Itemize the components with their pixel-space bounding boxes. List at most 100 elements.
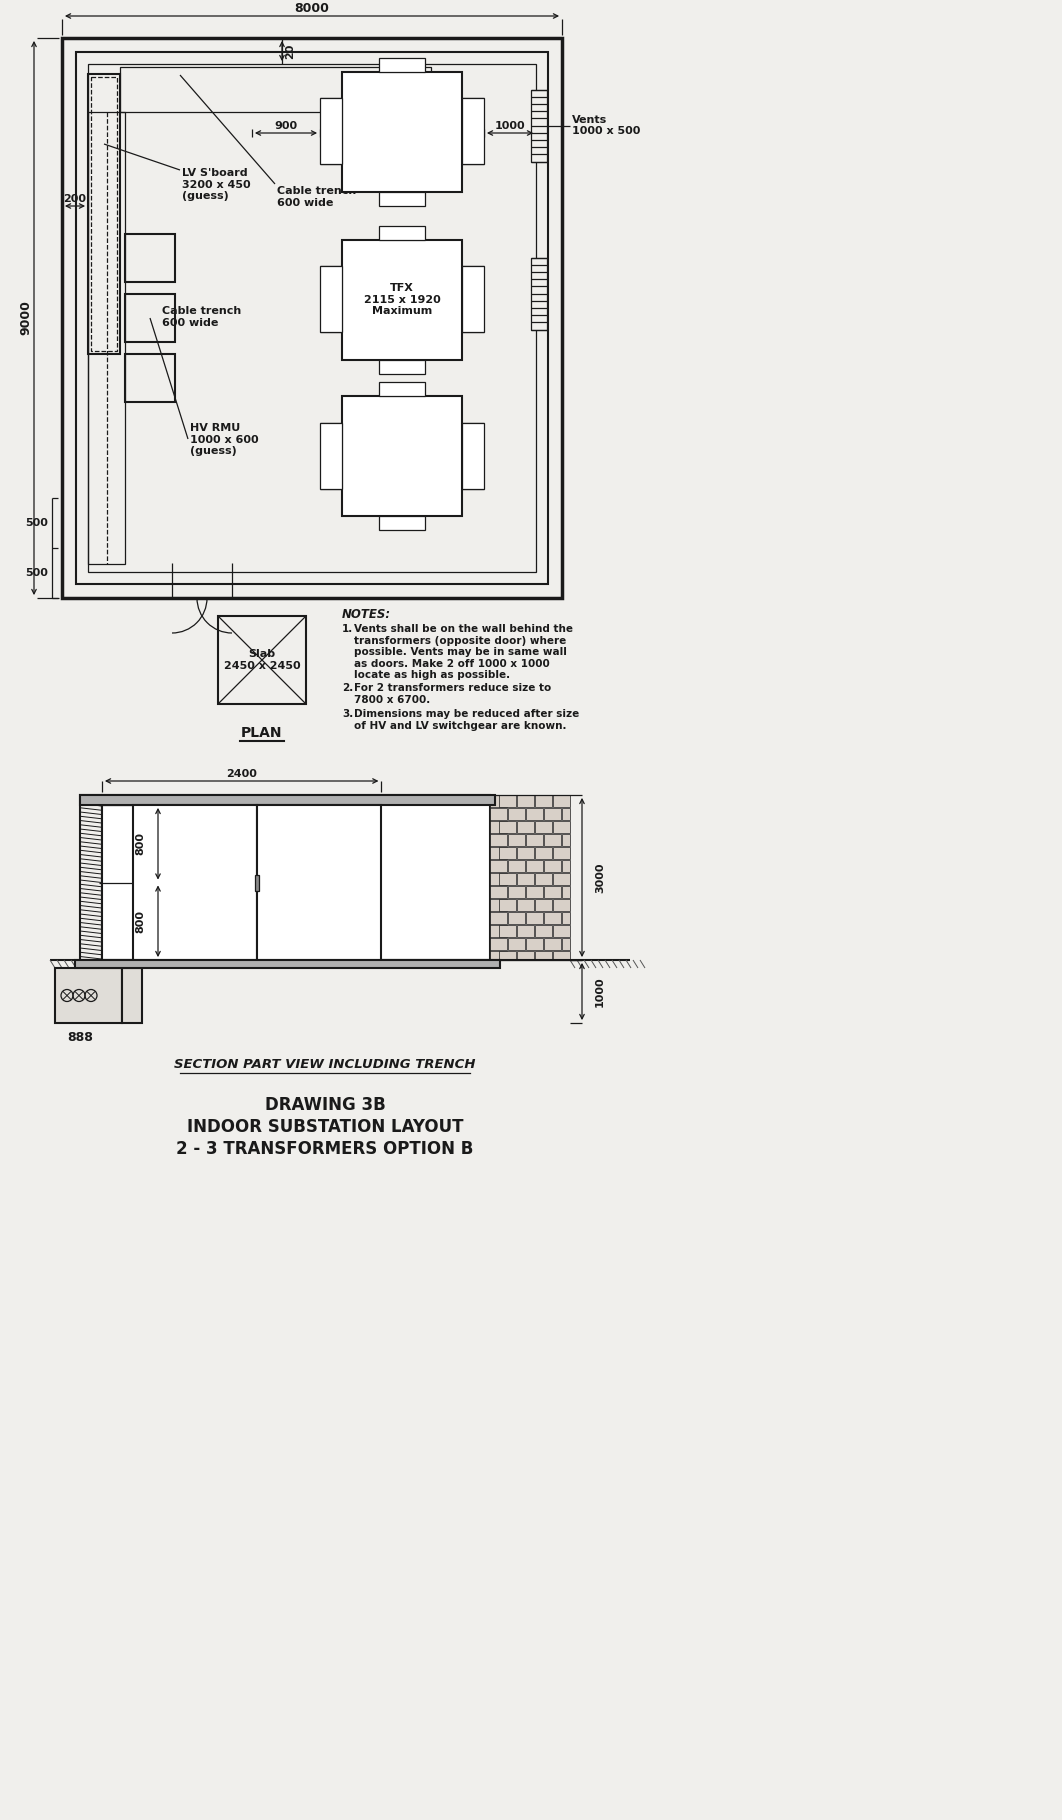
Bar: [508, 912, 525, 925]
Bar: [255, 874, 259, 890]
Text: 1000: 1000: [495, 120, 526, 131]
Bar: [517, 795, 534, 806]
Bar: [490, 925, 507, 937]
Bar: [462, 98, 484, 164]
Bar: [133, 804, 257, 959]
Text: HV RMU
1000 x 600
(guess): HV RMU 1000 x 600 (guess): [190, 422, 259, 457]
Bar: [125, 355, 175, 402]
Bar: [535, 925, 552, 937]
Bar: [508, 937, 525, 950]
Text: 3.: 3.: [342, 710, 354, 719]
Text: 20: 20: [285, 44, 295, 58]
Bar: [544, 912, 561, 925]
Bar: [102, 795, 490, 959]
Bar: [562, 834, 570, 846]
Bar: [499, 952, 516, 959]
Bar: [535, 846, 552, 859]
Bar: [544, 808, 561, 821]
Text: 1.: 1.: [342, 624, 354, 633]
Text: 800: 800: [135, 910, 145, 932]
Text: 800: 800: [135, 832, 145, 855]
Bar: [517, 925, 534, 937]
Bar: [490, 874, 507, 885]
Text: 200: 200: [64, 195, 86, 204]
Bar: [499, 925, 516, 937]
Text: DRAWING 3B: DRAWING 3B: [264, 1096, 386, 1114]
Text: Vents
1000 x 500: Vents 1000 x 500: [572, 115, 640, 136]
Bar: [490, 795, 507, 806]
Bar: [499, 821, 516, 834]
Bar: [517, 821, 534, 834]
Bar: [544, 886, 561, 897]
Bar: [91, 76, 117, 351]
Text: INDOOR SUBSTATION LAYOUT: INDOOR SUBSTATION LAYOUT: [187, 1117, 463, 1136]
Bar: [508, 834, 525, 846]
Bar: [526, 861, 543, 872]
Bar: [535, 899, 552, 912]
Text: PLAN: PLAN: [241, 726, 282, 741]
Bar: [379, 382, 425, 397]
Bar: [535, 821, 552, 834]
Bar: [553, 846, 570, 859]
Bar: [490, 899, 507, 912]
Bar: [490, 821, 507, 834]
Bar: [562, 937, 570, 950]
Bar: [553, 795, 570, 806]
Bar: [490, 808, 507, 821]
Bar: [320, 266, 342, 331]
Bar: [508, 808, 525, 821]
Text: 500: 500: [25, 519, 48, 528]
Bar: [553, 925, 570, 937]
Bar: [490, 846, 507, 859]
Bar: [553, 952, 570, 959]
Bar: [80, 795, 495, 804]
Text: 3000: 3000: [595, 863, 605, 894]
Bar: [379, 517, 425, 530]
Bar: [342, 397, 462, 517]
Bar: [531, 89, 547, 162]
Bar: [499, 795, 516, 806]
Bar: [342, 240, 462, 360]
Bar: [80, 795, 102, 965]
Bar: [544, 834, 561, 846]
Bar: [553, 899, 570, 912]
Bar: [122, 968, 142, 1023]
Bar: [535, 952, 552, 959]
Bar: [55, 968, 122, 1023]
Bar: [120, 67, 431, 113]
Text: Vents shall be on the wall behind the
transformers (opposite door) where
possibl: Vents shall be on the wall behind the tr…: [354, 624, 573, 681]
Bar: [526, 808, 543, 821]
Text: LV S'board
3200 x 450
(guess): LV S'board 3200 x 450 (guess): [182, 167, 251, 202]
Bar: [490, 937, 507, 950]
Bar: [562, 912, 570, 925]
Bar: [62, 38, 562, 599]
Bar: [517, 846, 534, 859]
Bar: [562, 861, 570, 872]
Bar: [535, 795, 552, 806]
Bar: [88, 113, 125, 564]
Text: Slab
2450 x 2450: Slab 2450 x 2450: [224, 650, 301, 672]
Bar: [526, 834, 543, 846]
Bar: [320, 422, 342, 490]
Bar: [517, 874, 534, 885]
Bar: [490, 834, 507, 846]
Bar: [526, 886, 543, 897]
Bar: [257, 804, 381, 959]
Bar: [526, 912, 543, 925]
Bar: [379, 191, 425, 206]
Bar: [499, 846, 516, 859]
Bar: [342, 71, 462, 191]
Bar: [218, 615, 306, 704]
Text: 500: 500: [25, 568, 48, 579]
Bar: [490, 912, 507, 925]
Bar: [320, 98, 342, 164]
Text: For 2 transformers reduce size to
7800 x 6700.: For 2 transformers reduce size to 7800 x…: [354, 682, 551, 704]
Bar: [88, 64, 536, 571]
Bar: [531, 258, 547, 329]
Bar: [517, 899, 534, 912]
Text: 9000: 9000: [19, 300, 33, 335]
Text: NOTES:: NOTES:: [342, 608, 391, 621]
Bar: [125, 235, 175, 282]
Text: 900: 900: [274, 120, 297, 131]
Bar: [462, 422, 484, 490]
